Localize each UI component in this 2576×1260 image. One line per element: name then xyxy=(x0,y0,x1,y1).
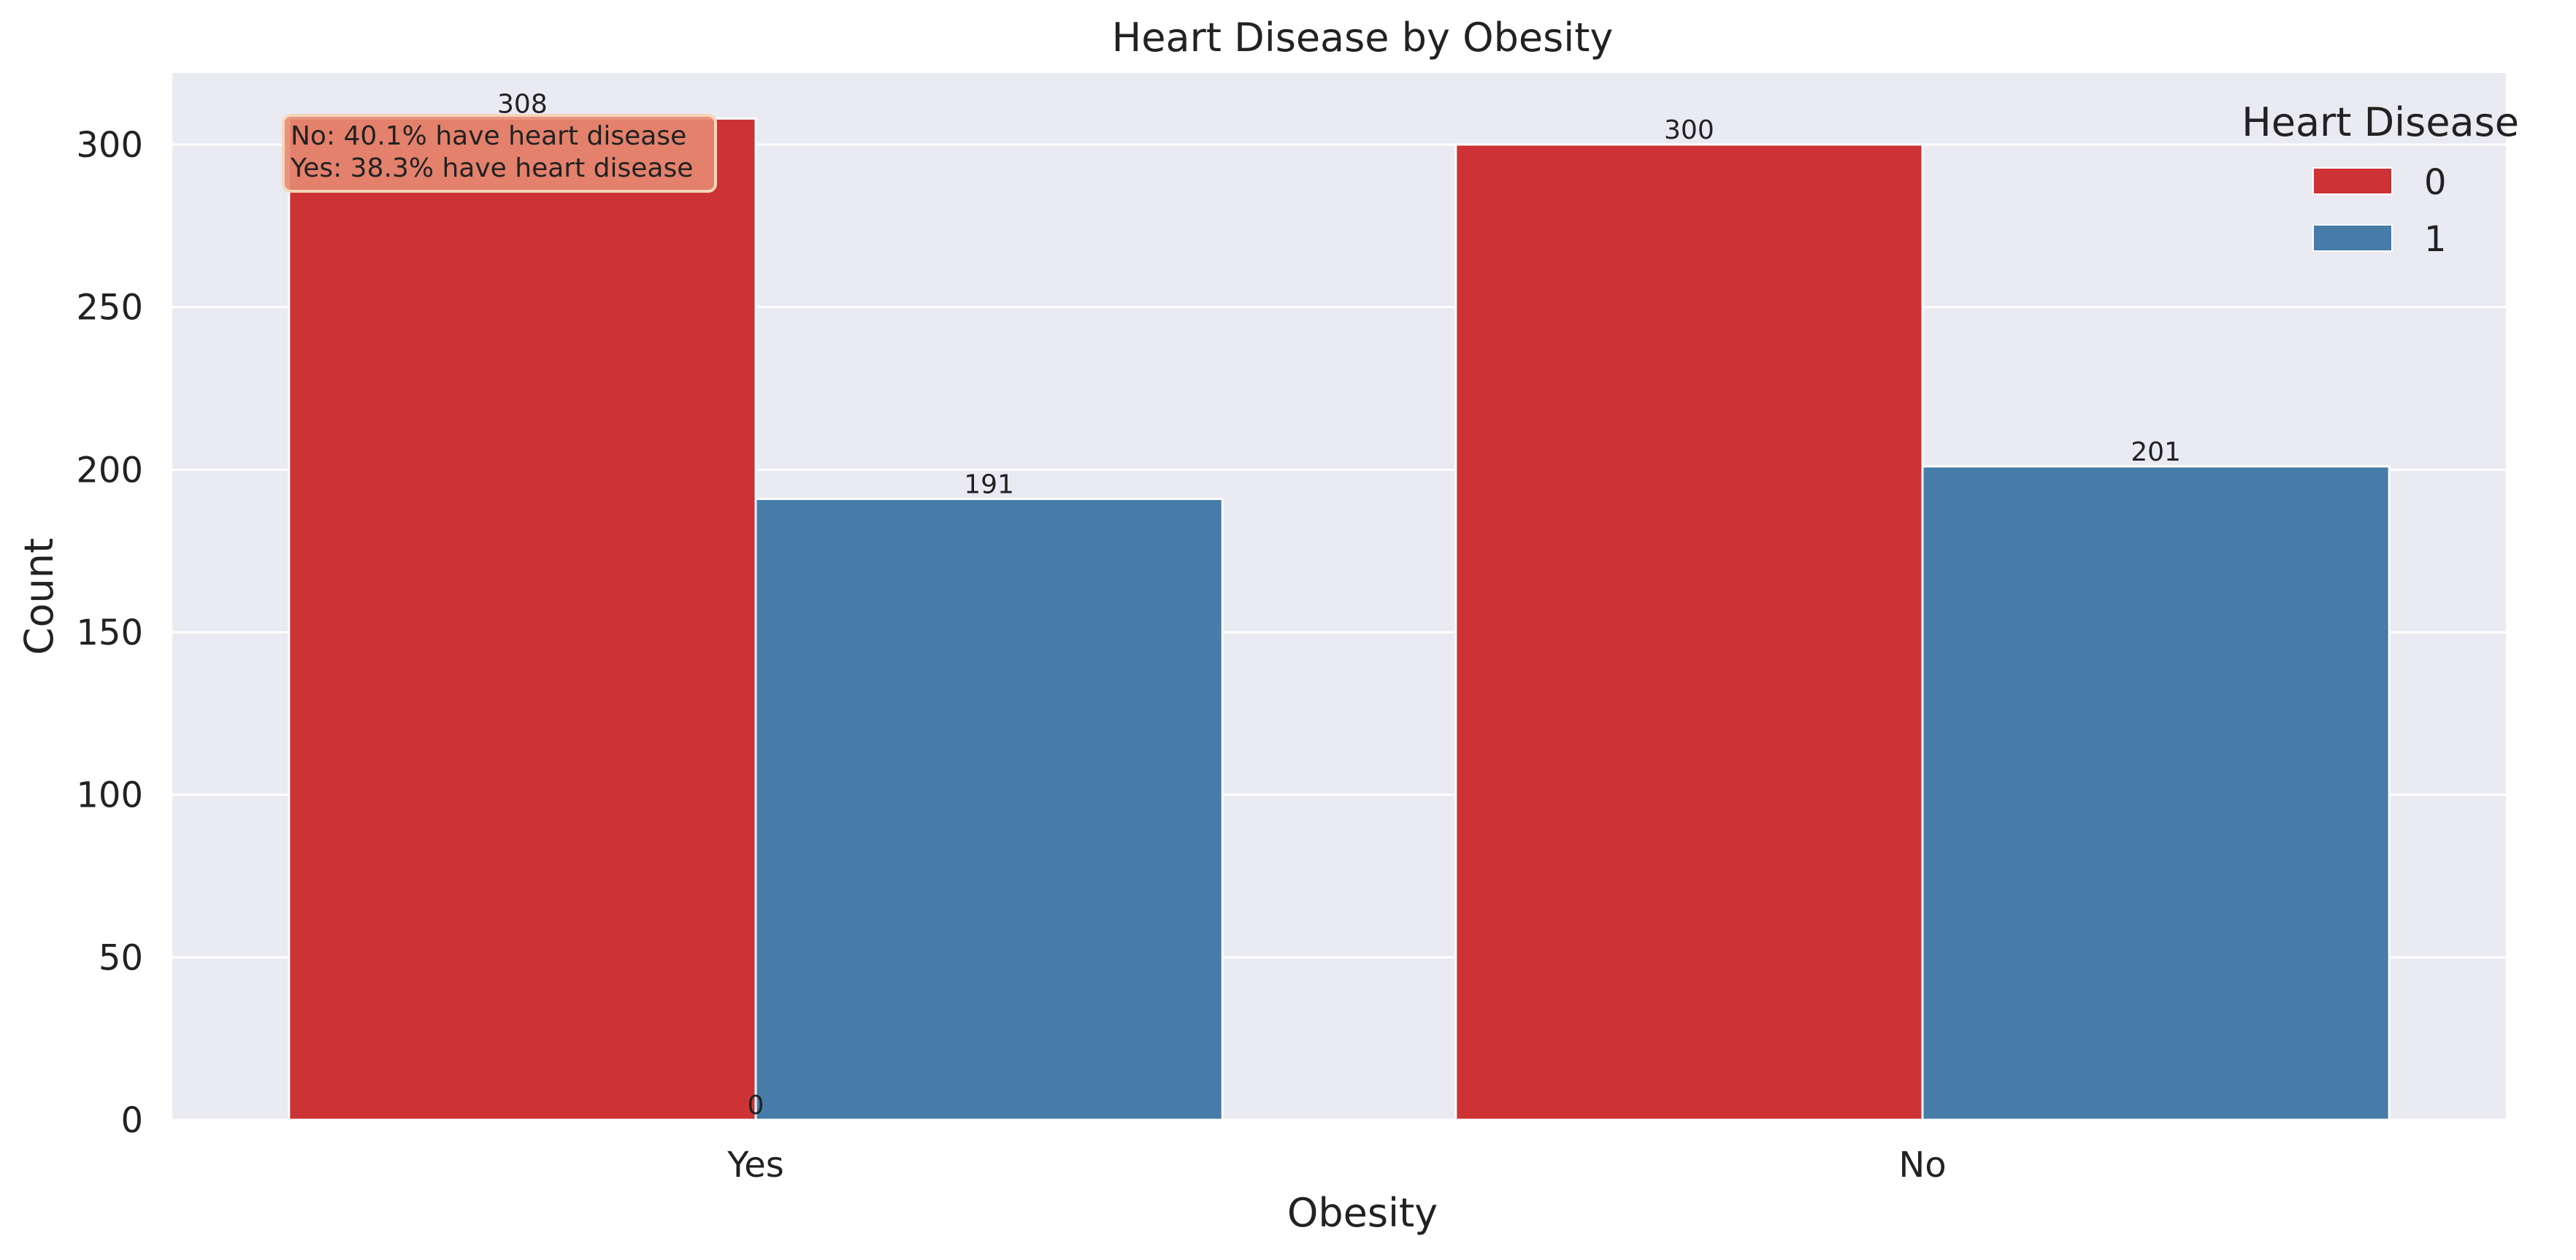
bar-value-label: 191 xyxy=(964,469,1014,499)
y-tick-labels: 0 50 100 150 200 250 300 xyxy=(76,125,143,1141)
bar-yes-series-0 xyxy=(288,117,757,1121)
legend-title: Heart Disease xyxy=(2242,99,2519,145)
y-axis-label: Count xyxy=(16,538,62,655)
bar-value-label: 201 xyxy=(2131,437,2181,467)
y-tick-label: 300 xyxy=(76,125,143,166)
legend-swatch-0 xyxy=(2312,167,2393,195)
legend-swatch-1 xyxy=(2312,224,2393,252)
x-tick-label: No xyxy=(1898,1145,1946,1186)
annotation-background xyxy=(282,114,717,193)
chart-title: Heart Disease by Obesity xyxy=(1112,15,1614,61)
y-tick-label: 50 xyxy=(99,937,143,978)
y-tick-label: 250 xyxy=(76,288,143,329)
y-tick-label: 100 xyxy=(76,775,143,816)
x-tick-labels: Yes No xyxy=(727,1145,1946,1186)
bar-value-label-zero: 0 xyxy=(748,1091,764,1121)
bar-no-series-0 xyxy=(1454,143,1924,1121)
annotation-line: No: 40.1% have heart disease xyxy=(291,121,686,151)
x-axis-label: Obesity xyxy=(1287,1190,1438,1236)
bar-no-series-1 xyxy=(1921,465,2391,1121)
bars xyxy=(288,117,2391,1121)
y-tick-label: 200 xyxy=(76,450,143,491)
y-tick-label: 150 xyxy=(76,612,143,653)
bar-value-label: 300 xyxy=(1664,115,1714,145)
bar-yes-series-1 xyxy=(754,497,1224,1121)
annotation-line: Yes: 38.3% have heart disease xyxy=(290,153,693,183)
legend-label-1: 1 xyxy=(2424,219,2447,260)
legend-label-0: 0 xyxy=(2424,162,2447,203)
annotation-box: No: 40.1% have heart disease Yes: 38.3% … xyxy=(282,114,717,193)
legend: Heart Disease 0 1 xyxy=(2242,99,2519,260)
y-tick-label: 0 xyxy=(120,1100,143,1141)
x-tick-label: Yes xyxy=(727,1145,783,1186)
